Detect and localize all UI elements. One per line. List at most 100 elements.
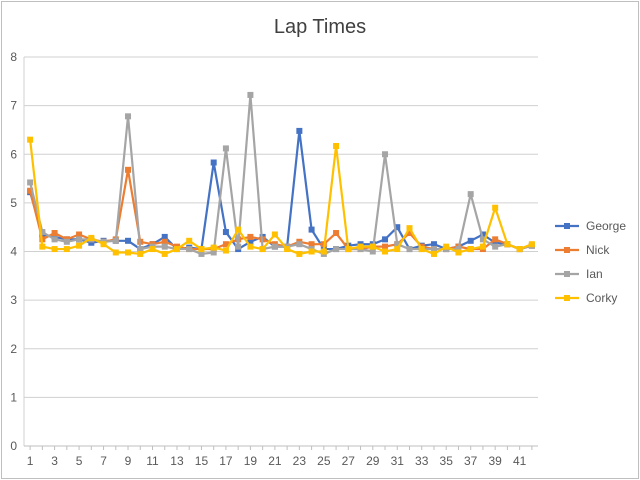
- legend-item-george: George: [555, 219, 626, 233]
- data-point: [320, 248, 327, 255]
- data-point: [222, 247, 229, 254]
- legend-marker: [564, 247, 570, 253]
- data-point: [394, 246, 401, 253]
- data-point: [345, 246, 352, 253]
- x-tick-label: 37: [464, 454, 478, 468]
- x-axis: 1 3 5 7 9 11 13 15 17 19 21 23 25 27 29 31 33 35 37 39 41: [24, 445, 538, 468]
- data-point: [259, 246, 266, 253]
- data-point: [125, 113, 132, 120]
- legend-item-nick: Nick: [555, 243, 610, 257]
- data-point: [296, 241, 303, 248]
- data-point: [88, 239, 95, 246]
- x-tick-label: 25: [317, 454, 331, 468]
- y-tick-label: 8: [10, 50, 17, 64]
- x-tick-label: 3: [51, 454, 58, 468]
- data-point: [479, 243, 486, 250]
- data-point: [198, 250, 205, 257]
- data-point: [516, 246, 523, 253]
- x-tick-label: 27: [342, 454, 356, 468]
- x-tick-label: 35: [440, 454, 454, 468]
- x-tick-label: 11: [146, 454, 159, 468]
- y-tick-label: 3: [10, 293, 17, 307]
- data-point: [186, 237, 193, 244]
- y-tick-label: 1: [10, 390, 17, 404]
- data-point: [430, 246, 437, 253]
- y-tick-label: 2: [10, 342, 17, 356]
- data-point: [394, 241, 401, 248]
- data-point: [161, 233, 168, 240]
- data-point: [63, 246, 70, 253]
- data-point: [173, 246, 180, 253]
- x-tick-label: 31: [391, 454, 405, 468]
- data-point: [88, 234, 95, 241]
- data-point: [125, 166, 132, 173]
- data-point: [186, 246, 193, 253]
- legend: George Nick Ian Corky: [555, 219, 626, 305]
- data-point: [235, 226, 242, 233]
- data-point: [271, 243, 278, 250]
- x-tick-label: 15: [195, 454, 209, 468]
- x-tick-label: 7: [100, 454, 107, 468]
- data-point: [210, 159, 217, 166]
- data-point: [125, 249, 132, 256]
- data-point: [76, 236, 83, 243]
- data-point: [492, 239, 499, 246]
- data-point: [528, 241, 535, 248]
- data-point: [27, 136, 34, 143]
- y-axis: 0 1 2 3 4 5 6 7 8: [10, 50, 25, 453]
- legend-marker: [564, 223, 570, 229]
- data-point: [479, 231, 486, 238]
- data-point: [369, 248, 376, 255]
- data-point: [504, 241, 511, 248]
- legend-label: Corky: [586, 291, 617, 305]
- data-point: [492, 204, 499, 211]
- data-point: [369, 243, 376, 250]
- data-point: [125, 237, 132, 244]
- data-point: [382, 151, 389, 158]
- y-tick-label: 0: [10, 439, 17, 453]
- x-tick-label: 29: [366, 454, 380, 468]
- data-point: [210, 244, 217, 251]
- data-point: [382, 248, 389, 255]
- data-point: [161, 243, 168, 250]
- data-point: [137, 250, 144, 257]
- data-point: [161, 238, 168, 245]
- series-group: [27, 91, 535, 257]
- x-tick-label: 1: [27, 454, 34, 468]
- data-point: [333, 142, 340, 149]
- data-point: [51, 236, 58, 243]
- data-point: [161, 250, 168, 257]
- data-point: [430, 250, 437, 257]
- data-point: [247, 238, 254, 245]
- legend-marker: [564, 271, 570, 277]
- data-point: [406, 246, 413, 253]
- y-tick-label: 6: [10, 147, 17, 161]
- data-point: [296, 127, 303, 134]
- data-point: [149, 246, 156, 253]
- x-tick-label: 5: [76, 454, 83, 468]
- data-point: [51, 230, 58, 237]
- data-point: [308, 241, 315, 248]
- series-line: [29, 129, 533, 251]
- data-point: [443, 243, 450, 250]
- chart-title: Lap Times: [274, 16, 366, 38]
- data-point: [382, 243, 389, 250]
- data-point: [406, 225, 413, 232]
- data-point: [210, 249, 217, 256]
- series-ian: [27, 91, 535, 257]
- series-george: [27, 127, 535, 253]
- data-point: [467, 191, 474, 198]
- data-point: [76, 231, 83, 238]
- data-point: [198, 246, 205, 253]
- series-line: [29, 93, 533, 256]
- data-point: [39, 229, 46, 236]
- data-point: [39, 243, 46, 250]
- legend-item-ian: Ian: [555, 267, 603, 281]
- data-point: [137, 246, 144, 253]
- data-point: [51, 246, 58, 253]
- data-point: [418, 246, 425, 253]
- data-point: [271, 231, 278, 238]
- data-point: [222, 229, 229, 236]
- data-point: [247, 91, 254, 98]
